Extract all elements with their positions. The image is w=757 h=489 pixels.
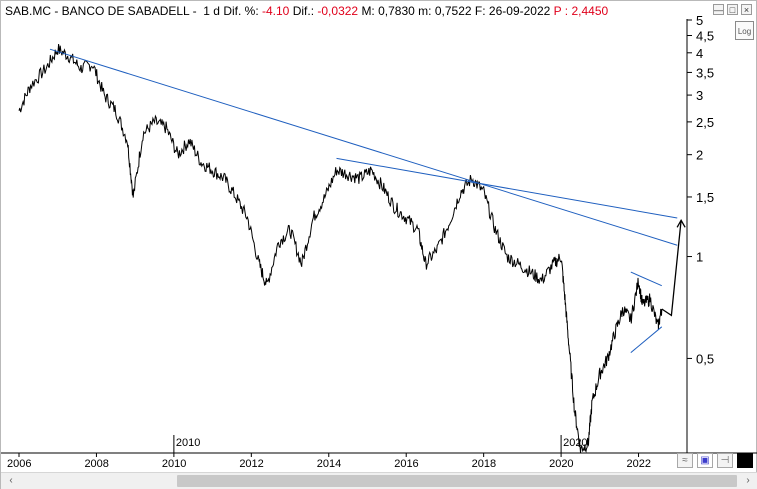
trendlines bbox=[49, 48, 678, 354]
x-tick-label: 2014 bbox=[317, 458, 341, 470]
scroll-right-icon[interactable]: › bbox=[746, 475, 750, 486]
y-tick-label: 2 bbox=[696, 148, 703, 163]
y-tick-label: 3 bbox=[696, 88, 703, 103]
chart-grid bbox=[1, 19, 757, 454]
symbol-title: SAB.MC - BANCO DE SABADELL - bbox=[5, 4, 197, 18]
x-tick-label: 2018 bbox=[472, 458, 496, 470]
save-icon[interactable]: ▣ bbox=[697, 453, 713, 468]
max-value: 0,7830 bbox=[378, 4, 415, 18]
y-tick-label: 1,5 bbox=[696, 190, 714, 205]
date-label: F: bbox=[474, 4, 486, 18]
period-label: 1 d bbox=[203, 4, 220, 18]
price-line bbox=[18, 44, 663, 453]
y-axis: 54,5 4 3,5 3 2,5 2 1,5 1 0,5 bbox=[687, 13, 714, 366]
year-marker-label: 2020 bbox=[563, 437, 587, 449]
dif-pct-label: Dif. %: bbox=[223, 4, 259, 18]
window-controls: — □ × bbox=[713, 4, 752, 15]
trendline bbox=[49, 48, 678, 246]
x-tick-label: 2010 bbox=[162, 458, 186, 470]
price-series bbox=[18, 44, 686, 453]
price-value: 2,4450 bbox=[571, 4, 609, 18]
close-button[interactable]: × bbox=[741, 4, 752, 15]
color-swatch[interactable] bbox=[737, 453, 753, 468]
y-tick-label: 4,5 bbox=[696, 28, 714, 43]
x-tick-label: 2012 bbox=[239, 458, 263, 470]
projection-line bbox=[661, 220, 682, 317]
x-tick-label: 2006 bbox=[7, 458, 31, 470]
horizontal-scrollbar[interactable]: ‹ › bbox=[1, 472, 757, 489]
scroll-left-icon[interactable]: ‹ bbox=[9, 475, 13, 486]
trendline bbox=[630, 326, 663, 354]
x-tick-label: 2008 bbox=[84, 458, 108, 470]
scroll-thumb[interactable] bbox=[177, 475, 737, 487]
y-tick-label: 0,5 bbox=[696, 351, 714, 366]
price-label: P : bbox=[553, 4, 569, 18]
price-chart: 54,5 4 3,5 3 2,5 2 1,5 1 0,5 2006 2008 2010 2012 201… bbox=[1, 13, 757, 470]
maximize-button[interactable]: □ bbox=[727, 4, 738, 15]
dif-label: Dif.: bbox=[292, 4, 315, 18]
year-marker-label: 2010 bbox=[176, 437, 200, 449]
x-tick-label: 2022 bbox=[627, 458, 651, 470]
min-value: 0,7522 bbox=[434, 4, 472, 18]
dif-value: -0,0322 bbox=[317, 4, 359, 18]
chart-header: SAB.MC - BANCO DE SABADELL - 1 d Dif. %:… bbox=[5, 3, 608, 19]
chart-toolbar: ≈ ▣ ⊣ bbox=[677, 453, 753, 468]
date-value: 26-09-2022 bbox=[488, 4, 551, 18]
y-tick-label: 1 bbox=[696, 250, 703, 265]
y-tick-label: 4 bbox=[696, 46, 703, 61]
log-scale-toggle[interactable]: Log bbox=[735, 21, 754, 40]
trendline bbox=[630, 271, 662, 287]
y-tick-label: 2,5 bbox=[696, 115, 714, 130]
zoom-fit-icon[interactable]: ≈ bbox=[677, 453, 693, 468]
y-tick-label: 3,5 bbox=[696, 65, 714, 80]
dif-pct-value: -4.10 bbox=[262, 4, 290, 18]
projection-arrow-icon bbox=[676, 218, 686, 228]
minimize-button[interactable]: — bbox=[713, 4, 724, 15]
y-tick-label: 5 bbox=[696, 13, 703, 28]
x-tick-label: 2020 bbox=[549, 458, 573, 470]
pin-icon[interactable]: ⊣ bbox=[717, 453, 733, 468]
trendline bbox=[336, 157, 678, 219]
x-tick-label: 2016 bbox=[394, 458, 418, 470]
max-label: M: bbox=[361, 4, 375, 18]
min-label: m: bbox=[418, 4, 432, 18]
